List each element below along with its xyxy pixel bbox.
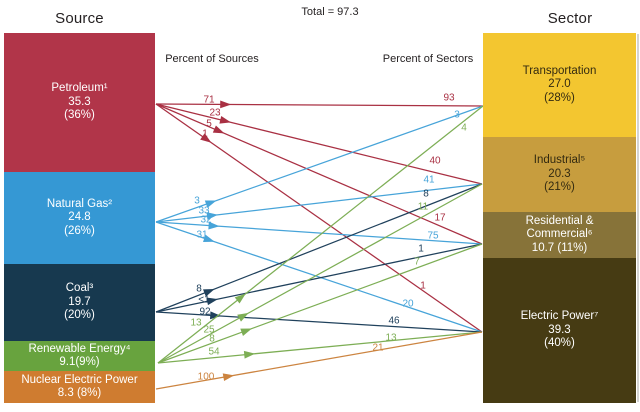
flow-sector-pct-natural_gas-industrial: 41 — [423, 175, 435, 186]
source-box-line: 24.8 — [68, 211, 91, 224]
source-box-renewable: Renewable Energy⁴ 9.1(9%) — [4, 341, 155, 371]
source-box-nuclear: Nuclear Electric Power 8.3 (8%) — [4, 371, 155, 403]
source-box-line: 19.7 — [68, 295, 91, 308]
flow-arrowhead-natural_gas-electric — [203, 234, 215, 242]
flow-sector-pct-petroleum-electric: 1 — [420, 281, 426, 292]
flow-arrowhead-renewable-transportation — [234, 293, 246, 304]
flow-source-pct-petroleum-res_comm: 5 — [206, 119, 212, 130]
flow-line-renewable-res_comm — [157, 243, 483, 364]
sector-box-line: Commercial⁶ — [526, 228, 593, 241]
source-box-line: Petroleum¹ — [51, 82, 108, 95]
flow-arrowhead-natural_gas-transportation — [204, 200, 217, 208]
flow-sector-pct-natural_gas-transportation: 3 — [454, 110, 460, 121]
sector-box-line: (40%) — [544, 337, 575, 350]
sector-box-line: 27.0 — [548, 78, 571, 91]
sector-box-industrial: Industrial⁵ 20.3 (21%) — [483, 137, 636, 212]
source-box-line: 9.1(9%) — [59, 356, 100, 368]
flow-sector-pct-renewable-res_comm: 7 — [414, 257, 420, 268]
total-label: Total = 97.3 — [301, 6, 359, 18]
flow-sector-pct-coal-res_comm: 1 — [418, 244, 424, 255]
flow-arrowhead-renewable-electric — [243, 350, 256, 359]
sector-box-line: (21%) — [544, 181, 575, 194]
flow-source-pct-renewable-transportation: 13 — [190, 318, 202, 329]
flow-line-renewable-electric — [157, 331, 483, 364]
flow-source-pct-natural_gas-transportation: 3 — [194, 196, 200, 207]
sector-box-line: Electric Power⁷ — [520, 310, 599, 323]
flow-sector-pct-natural_gas-electric: 20 — [402, 299, 414, 310]
flow-sector-pct-coal-electric: 46 — [388, 316, 400, 327]
sector-box-transportation: Transportation 27.0 (28%) — [483, 33, 636, 137]
flow-line-petroleum-res_comm — [155, 103, 483, 245]
sector-box-line: (28%) — [544, 91, 575, 104]
flow-sector-pct-renewable-industrial: 11 — [418, 202, 429, 213]
flow-line-nuclear-electric — [155, 331, 483, 390]
sector-box-line: 39.3 — [548, 323, 571, 336]
sector-box-electric: Electric Power⁷ 39.3 (40%) — [483, 258, 636, 403]
flow-source-pct-petroleum-industrial: 23 — [209, 108, 221, 119]
source-box-line: 8.3 (8%) — [57, 387, 102, 399]
flow-arrowhead-coal-industrial — [203, 288, 215, 297]
flow-source-pct-renewable-electric: 54 — [208, 347, 220, 358]
flow-arrowhead-renewable-res_comm — [240, 328, 252, 336]
flow-source-pct-coal-industrial: 8 — [196, 284, 202, 295]
source-box-line: (36%) — [64, 109, 95, 122]
sector-box-res_comm: Residential & Commercial⁶ 10.7 (11%) — [483, 212, 636, 258]
source-box-line: 35.3 — [68, 95, 91, 108]
flow-sector-pct-petroleum-transportation: 93 — [443, 93, 455, 104]
source-box-line: Nuclear Electric Power — [21, 373, 138, 386]
flow-source-pct-petroleum-transportation: 71 — [203, 95, 215, 106]
sector-box-line: 20.3 — [548, 167, 571, 180]
flow-source-pct-natural_gas-electric: 31 — [196, 230, 208, 241]
sector-column-header: Sector — [547, 10, 593, 27]
sector-box-line: Industrial⁵ — [533, 154, 586, 167]
percent-of-sectors-label: Percent of Sectors — [382, 53, 474, 65]
flow-arrowhead-natural_gas-res_comm — [208, 221, 220, 230]
flow-line-renewable-transportation — [157, 105, 484, 364]
source-box-line: (20%) — [64, 309, 95, 322]
sector-box-line: Residential & — [525, 214, 594, 227]
flow-arrowhead-nuclear-electric — [222, 373, 235, 382]
source-box-natural_gas: Natural Gas² 24.8 (26%) — [4, 172, 155, 264]
source-box-petroleum: Petroleum¹ 35.3 (36%) — [4, 33, 155, 172]
flow-source-pct-renewable-res_comm: 8 — [209, 334, 215, 345]
flow-line-renewable-industrial — [157, 183, 483, 364]
flow-arrowhead-petroleum-res_comm — [212, 125, 225, 134]
flow-source-pct-coal-res_comm: <1 — [198, 295, 210, 306]
flow-sector-pct-natural_gas-res_comm: 75 — [427, 231, 439, 242]
flow-sector-pct-coal-industrial: 8 — [423, 189, 429, 200]
flow-source-pct-petroleum-electric: 1 — [202, 129, 208, 140]
flow-arrowhead-coal-res_comm — [206, 297, 218, 306]
sector-box-line: Transportation — [522, 64, 597, 77]
flow-sector-pct-nuclear-electric: 21 — [372, 343, 384, 354]
flow-arrowhead-coal-electric — [209, 311, 222, 320]
source-box-line: Natural Gas² — [46, 197, 113, 210]
flow-arrowhead-renewable-industrial — [237, 312, 249, 322]
flow-source-pct-nuclear-electric: 100 — [198, 372, 215, 383]
flow-line-petroleum-transportation — [155, 103, 484, 107]
flow-source-pct-natural_gas-res_comm: 32 — [200, 215, 212, 226]
flow-arrowhead-natural_gas-industrial — [206, 212, 218, 220]
flow-source-pct-renewable-industrial: 25 — [203, 325, 215, 336]
flow-arrowhead-petroleum-industrial — [219, 115, 231, 124]
flow-sector-pct-renewable-transportation: 4 — [461, 123, 467, 134]
flow-source-pct-natural_gas-industrial: 33 — [198, 206, 210, 217]
flow-arrowhead-petroleum-transportation — [220, 100, 232, 109]
sector-box-line: 10.7 (11%) — [531, 241, 588, 254]
source-box-line: (26%) — [64, 224, 95, 237]
flow-sector-pct-petroleum-industrial: 40 — [429, 156, 441, 167]
flow-line-petroleum-industrial — [155, 103, 483, 185]
source-box-line: Coal³ — [65, 282, 94, 295]
flow-arrowhead-petroleum-electric — [200, 133, 212, 143]
flow-sector-pct-renewable-electric: 13 — [385, 333, 397, 344]
flow-source-pct-coal-electric: 92 — [199, 307, 211, 318]
source-column-header: Source — [55, 10, 104, 27]
source-box-line: Renewable Energy⁴ — [28, 342, 131, 355]
percent-of-sources-label: Percent of Sources — [165, 53, 259, 65]
source-box-coal: Coal³ 19.7 (20%) — [4, 264, 155, 341]
flow-sector-pct-petroleum-res_comm: 17 — [434, 213, 446, 224]
